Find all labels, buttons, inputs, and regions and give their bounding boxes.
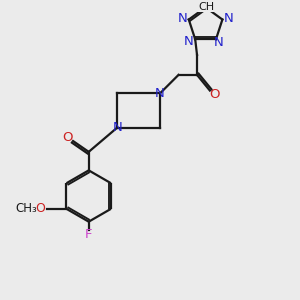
Text: N: N: [213, 36, 223, 49]
Text: N: N: [224, 12, 233, 25]
Text: O: O: [35, 202, 45, 215]
Text: N: N: [178, 12, 188, 25]
Text: O: O: [62, 131, 73, 144]
Text: O: O: [210, 88, 220, 101]
Text: CH₃: CH₃: [15, 202, 37, 215]
Text: N: N: [112, 121, 122, 134]
Text: N: N: [155, 87, 165, 100]
Text: CH: CH: [198, 2, 214, 12]
Text: F: F: [84, 228, 92, 241]
Text: N: N: [184, 35, 194, 48]
